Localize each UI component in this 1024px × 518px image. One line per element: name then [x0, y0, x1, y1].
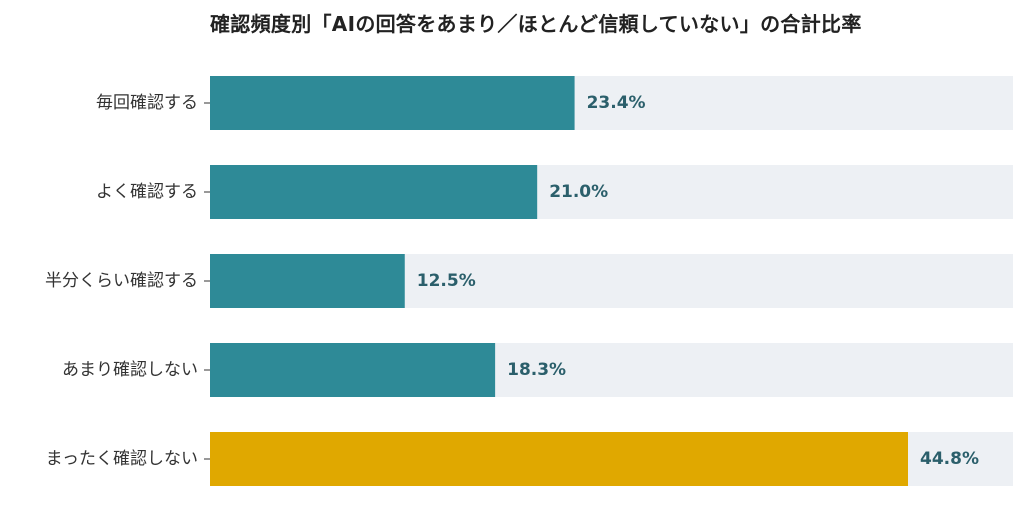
category-label: あまり確認しない [62, 360, 198, 380]
bar-1 [210, 76, 575, 130]
value-label: 23.4% [587, 93, 646, 113]
bar-3 [210, 254, 405, 308]
category-label: 半分くらい確認する [45, 271, 198, 291]
bar-5 [210, 432, 908, 486]
value-label: 18.3% [507, 360, 566, 380]
value-label: 44.8% [920, 449, 979, 469]
chart-title: 確認頻度別「AIの回答をあまり／ほとんど信頼していない」の合計比率 [210, 12, 862, 36]
category-label: まったく確認しない [46, 449, 198, 469]
bar-4 [210, 343, 496, 397]
category-label: よく確認する [96, 182, 198, 202]
bar-2 [210, 165, 538, 219]
value-label: 12.5% [417, 271, 476, 291]
category-label: 毎回確認する [96, 93, 198, 113]
value-label: 21.0% [549, 182, 608, 202]
